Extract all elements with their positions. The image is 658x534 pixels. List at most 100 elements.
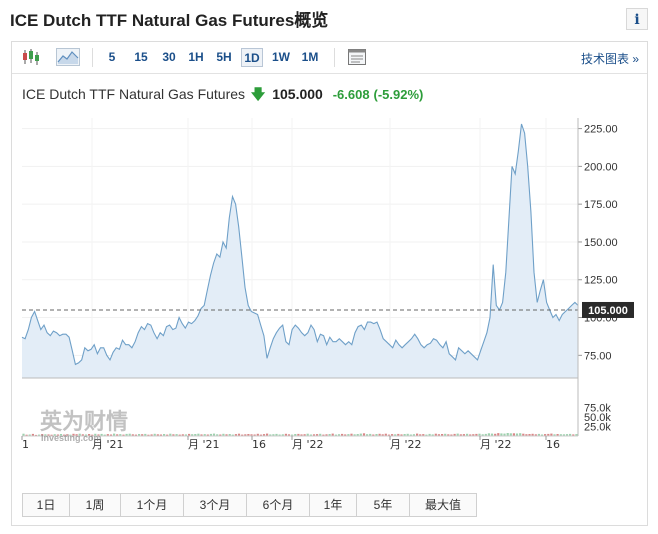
technical-chart-link[interactable]: 技术图表 » [580,52,639,66]
timeframe-1d[interactable]: 1D [241,48,263,67]
volume-bar [444,433,447,436]
range-button-1w[interactable]: 1周 [70,494,121,516]
timeframe-1h[interactable]: 1H [188,50,204,64]
timeframe-30[interactable]: 30 [162,50,176,64]
range-button-6m[interactable]: 6个月 [247,494,310,516]
volume-bar [231,434,234,436]
price-tick-label: 175.00 [584,199,618,211]
volume-bar [353,434,356,436]
table-icon[interactable] [346,46,368,68]
volume-bar [350,433,353,436]
timeframe-5[interactable]: 5 [108,50,116,64]
range-button-max[interactable]: 最大值 [410,494,476,516]
volume-bar [562,434,565,436]
area-chart-icon[interactable] [56,46,80,68]
volume-bar [256,433,259,436]
price-change-percent: (-5.92%) [373,87,424,102]
volume-bar [331,433,334,436]
volume-bar [184,434,187,436]
volume-bar [378,433,381,436]
volume-bar [219,434,222,436]
range-button-5y[interactable]: 5年 [357,494,410,516]
volume-bar [287,434,291,436]
timeframe-15[interactable]: 15 [134,50,148,64]
volume-bar [225,434,228,436]
x-tick-label: 月 '22 [292,438,324,451]
x-tick-label: 月 '21 [92,438,124,451]
range-button-3m[interactable]: 3个月 [184,494,247,516]
volume-bar [322,434,325,436]
volume-bar [569,433,572,436]
volume-bar [25,434,28,436]
volume-bar [540,434,544,436]
volume-bar [490,433,494,436]
price-chart[interactable]: 225.00200.00175.00150.00125.00100.0075.0… [12,118,647,458]
volume-bar [437,434,440,436]
volume-bar [572,434,575,436]
volume-bar [306,433,309,436]
volume-bar [178,434,181,436]
range-button-1m[interactable]: 1个月 [121,494,184,516]
volume-bar [138,434,141,436]
volume-bar [547,433,550,436]
volume-bar [259,434,262,436]
volume-bar [47,434,50,436]
volume-bar [206,434,209,436]
volume-bar [291,434,294,436]
volume-bar [522,433,525,436]
volume-bar [431,434,434,436]
volume-bar [212,433,216,436]
volume-bar [153,433,156,436]
volume-bar [197,433,200,436]
volume-bar [128,433,131,436]
watermark-logo-cn: 英为财情 [40,409,128,435]
volume-bar [191,434,194,436]
volume-bar [550,433,553,436]
volume-bar [134,434,137,436]
price-tick-label: 225.00 [584,124,618,136]
volume-bar [525,434,528,436]
volume-bar [494,433,497,436]
volume-bar [341,433,344,436]
volume-bar [113,433,116,436]
volume-bar [116,434,119,436]
price-tick-label: 75.00 [584,350,612,362]
volume-bar [284,433,287,436]
volume-bar [394,434,397,436]
volume-bar [209,433,212,436]
volume-bar [200,434,203,436]
volume-bar [150,434,153,436]
volume-bar [166,434,169,436]
volume-bar [450,434,453,436]
volume-tick-label: 75.0k [584,403,611,415]
volume-bar [544,434,547,436]
volume-bar [253,434,256,436]
volume-bar [372,434,375,436]
volume-bar [300,434,303,436]
volume-bar [484,433,487,436]
info-icon[interactable]: i [626,8,648,30]
volume-bar [75,434,78,436]
volume-bar [534,434,537,436]
volume-bar [159,434,162,436]
volume-bar [84,434,88,436]
timeframe-1m[interactable]: 1M [301,50,319,64]
volume-bar [269,434,272,436]
volume-bar [194,434,197,436]
x-tick-label: 月 '22 [390,438,422,451]
candlestick-chart-icon[interactable] [20,46,42,68]
timeframe-1w[interactable]: 1W [272,50,290,64]
volume-bar [272,434,275,436]
volume-bar [69,434,72,436]
volume-bar [565,434,569,436]
range-button-1d[interactable]: 1日 [23,494,70,516]
range-button-1y[interactable]: 1年 [310,494,357,516]
volume-bar [503,433,506,436]
volume-bar [559,434,562,436]
volume-bar [381,434,384,436]
volume-bar [478,433,481,436]
volume-bar [281,434,284,436]
volume-bar [537,433,540,436]
volume-bar [172,434,175,436]
timeframe-5h[interactable]: 5H [216,50,232,64]
